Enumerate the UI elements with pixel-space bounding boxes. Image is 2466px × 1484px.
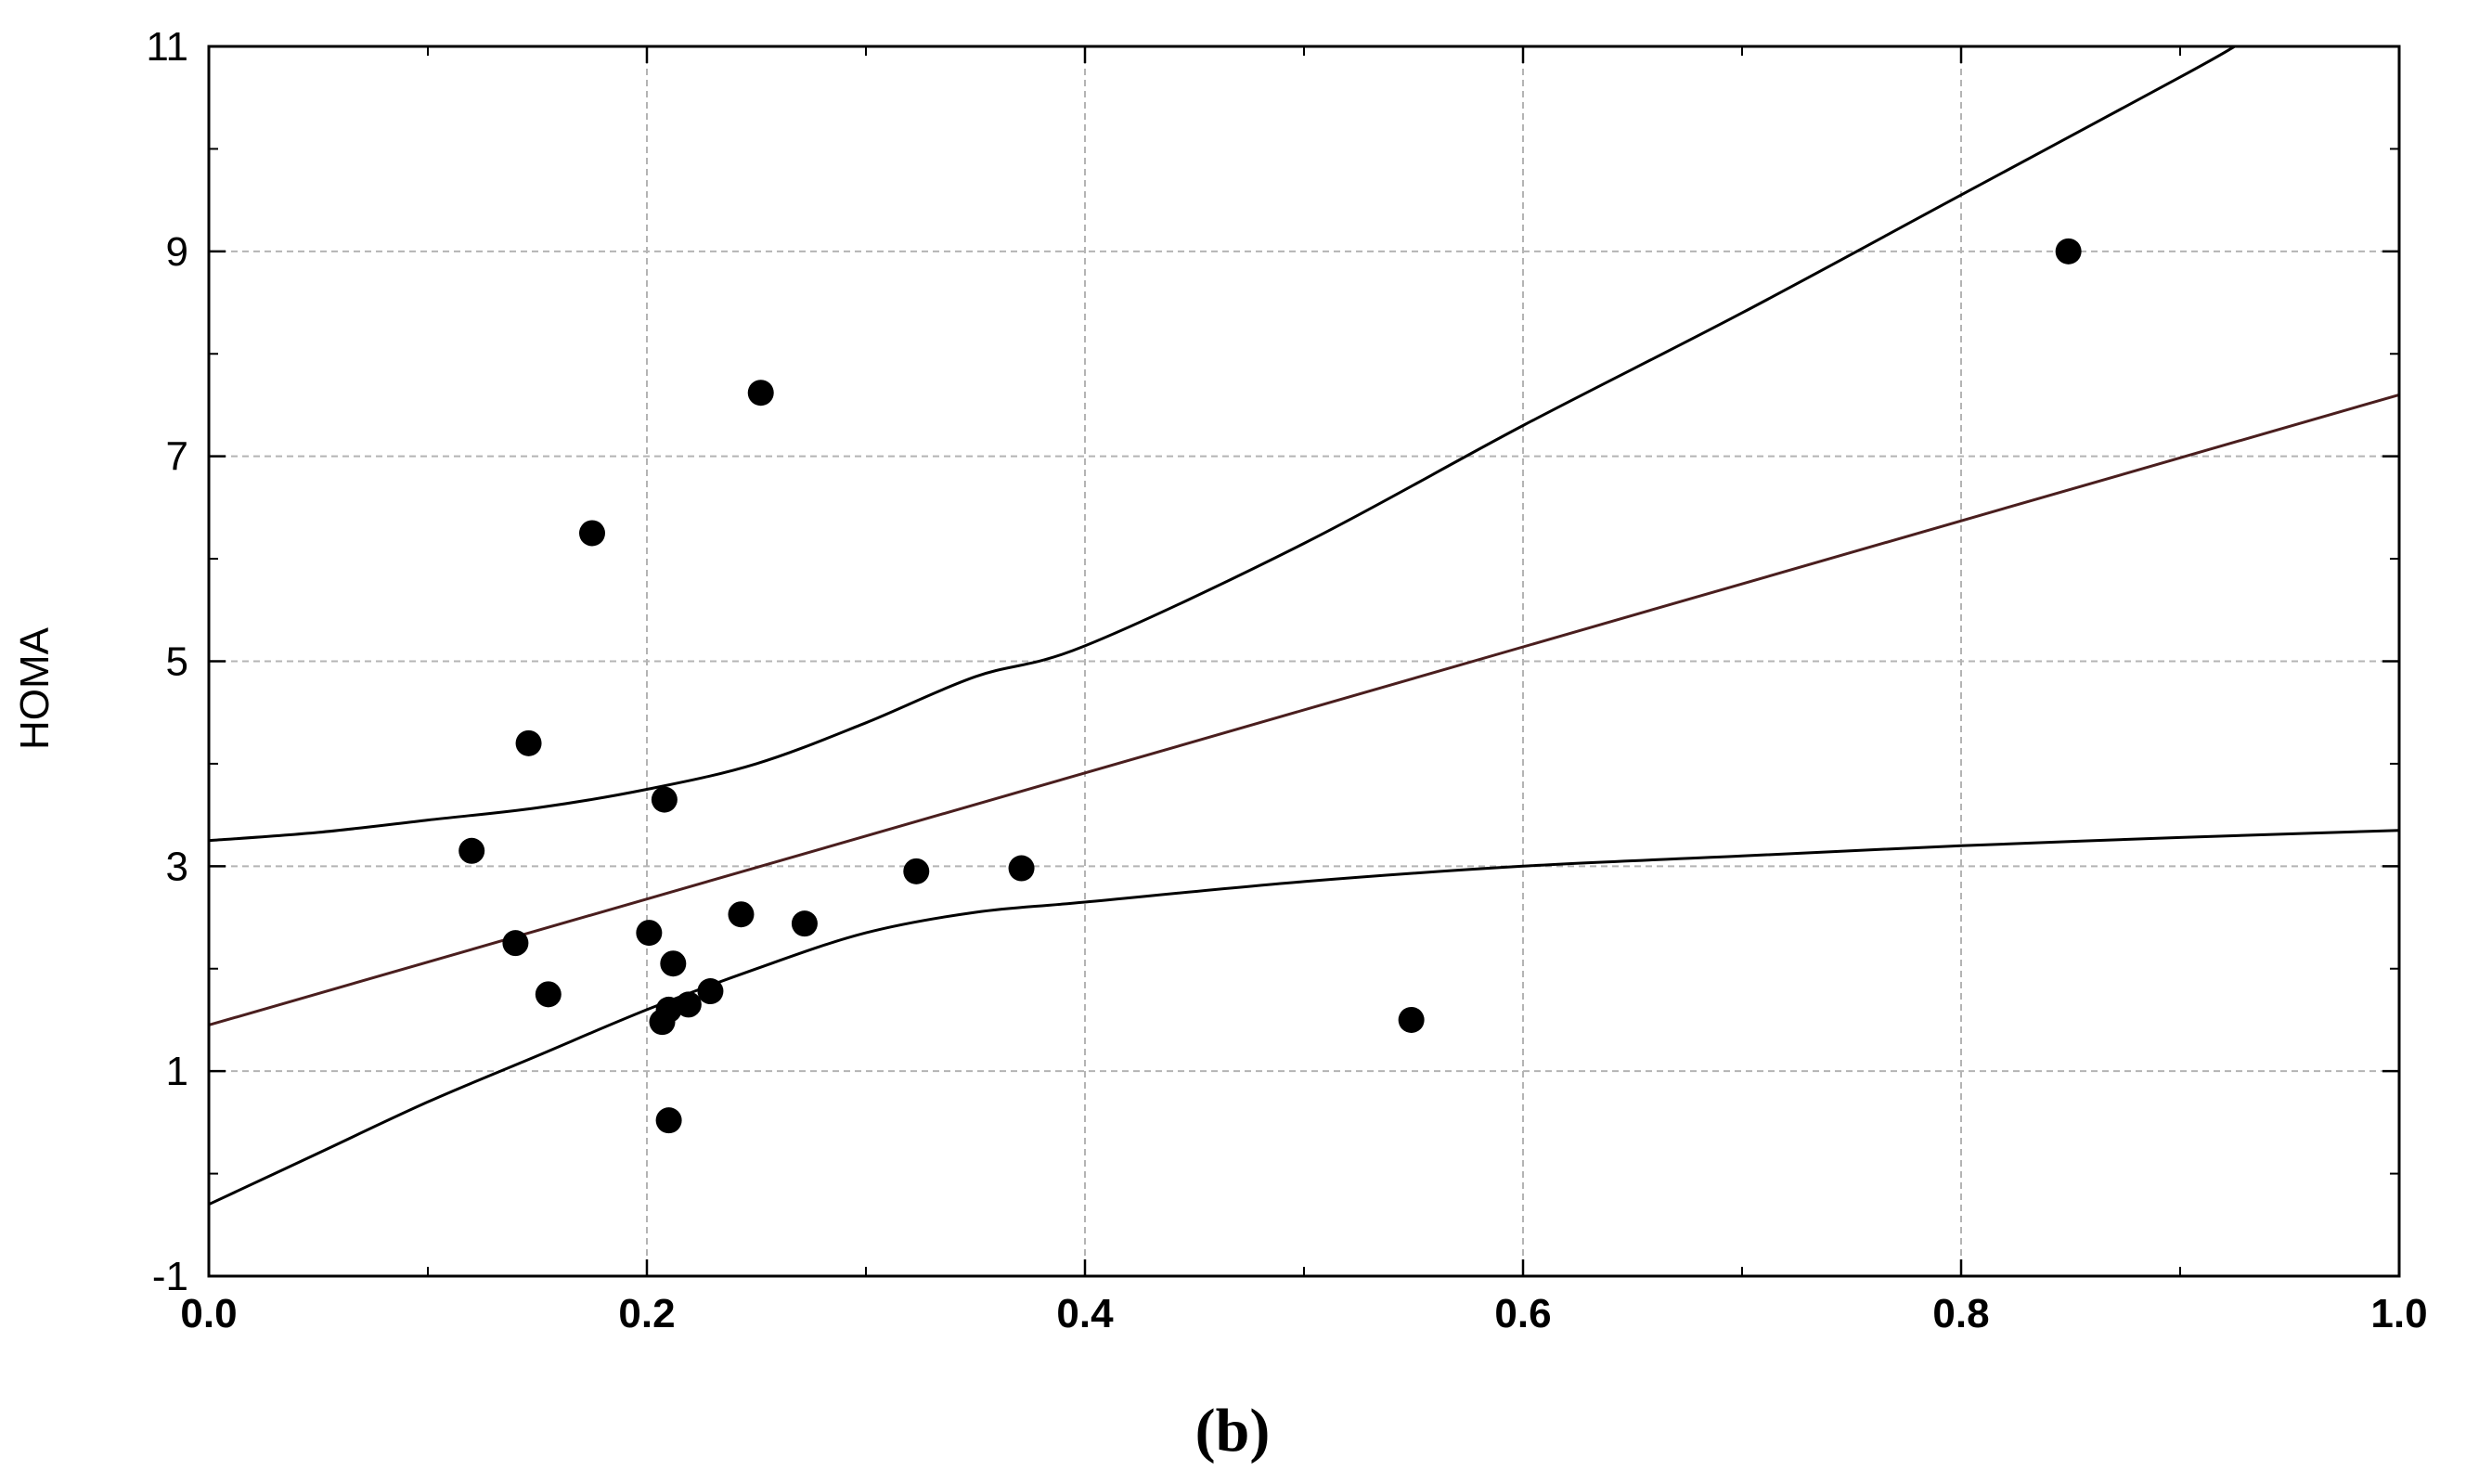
data-point [458,837,485,864]
data-point [2055,238,2082,265]
data-point [651,786,678,813]
y-tick-label: 7 [166,434,188,480]
y-tick-label: 9 [166,229,188,275]
x-tick-label: 0.0 [180,1291,237,1336]
plot-frame [207,45,2401,1278]
data-point [728,901,755,928]
data-point [903,858,930,884]
data-point [1008,855,1035,882]
data-point [535,981,562,1008]
data-point [1398,1006,1425,1033]
data-point [655,1107,682,1134]
data-point [697,978,724,1005]
lower-confidence-curve [208,829,2400,1207]
panel-label: (b) [1195,1397,1271,1465]
y-tick-label: 11 [146,24,188,70]
data-point [515,729,542,756]
data-point [579,520,605,547]
tick-labels-layer: 0.0 0.2 0.4 0.6 0.8 1.0 -1 1 3 5 7 9 11 [146,24,2427,1336]
y-tick-label: 1 [166,1049,188,1094]
confidence-band-layer [208,45,2400,1207]
data-point [502,930,529,957]
grid-layer [209,46,2399,1276]
y-tick-label: 3 [166,844,188,889]
y-axis-label: HOMA [12,626,58,750]
regression-layer [208,393,2400,1026]
data-point [675,991,702,1018]
x-tick-label: 0.4 [1056,1291,1114,1336]
points-layer [458,238,2082,1134]
regression-line [208,393,2400,1026]
x-tick-label: 0.6 [1494,1291,1551,1336]
upper-confidence-curve [208,45,2236,843]
x-tick-label: 0.8 [1932,1291,1989,1336]
x-tick-label: 0.2 [618,1291,675,1336]
data-point [655,996,682,1023]
y-tick-label: 5 [166,639,188,685]
y-tick-label: -1 [152,1254,188,1299]
data-point [791,910,818,937]
data-point [636,920,663,947]
x-tick-label: 1.0 [2370,1291,2427,1336]
data-point [747,380,774,406]
data-point [660,950,687,977]
